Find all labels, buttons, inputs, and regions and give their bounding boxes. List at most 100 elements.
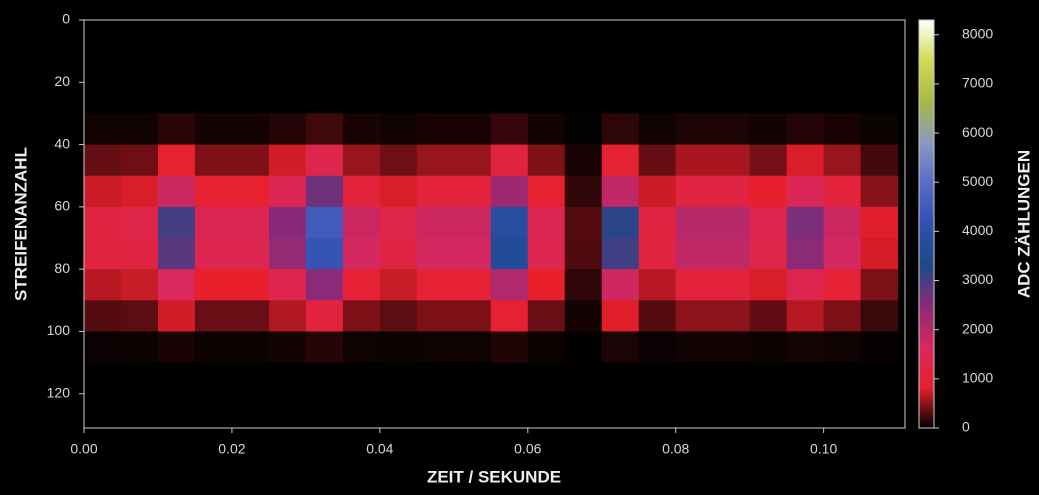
heat-cell: [824, 207, 861, 239]
heat-cell: [121, 207, 158, 239]
heat-cell: [750, 363, 787, 395]
heat-cell: [639, 176, 676, 208]
heat-cell: [824, 176, 861, 208]
heat-cell: [676, 145, 713, 177]
heat-cell: [713, 145, 750, 177]
heat-cell: [158, 363, 195, 395]
heat-cell: [787, 269, 824, 301]
colorbar: [919, 20, 934, 428]
heat-cell: [824, 82, 861, 114]
heat-cell: [380, 51, 417, 83]
heat-cell: [158, 20, 195, 52]
heat-cell: [491, 363, 528, 395]
heat-cell: [491, 145, 528, 177]
heat-cell: [750, 20, 787, 52]
heat-cell: [158, 238, 195, 270]
heat-cell: [269, 394, 306, 426]
heat-cell: [417, 300, 454, 332]
heat-cell: [565, 176, 602, 208]
heat-cell: [565, 145, 602, 177]
heat-cell: [84, 331, 121, 363]
heat-cell: [861, 300, 898, 332]
heat-cell: [861, 238, 898, 270]
heat-cell: [639, 82, 676, 114]
heat-cell: [528, 363, 565, 395]
heat-cell: [676, 394, 713, 426]
heat-cell: [565, 363, 602, 395]
heat-cell: [602, 145, 639, 177]
y-tick-label: 80: [54, 260, 70, 276]
heat-cell: [454, 300, 491, 332]
heat-cell: [787, 20, 824, 52]
heat-cell: [750, 300, 787, 332]
heat-cell: [195, 51, 232, 83]
heat-cell: [602, 238, 639, 270]
heat-cell: [676, 113, 713, 145]
heat-cell: [417, 363, 454, 395]
heat-cell: [195, 145, 232, 177]
heat-cell: [565, 331, 602, 363]
heat-cell: [417, 269, 454, 301]
heat-cell: [121, 363, 158, 395]
heat-cell: [454, 269, 491, 301]
heat-cell: [121, 145, 158, 177]
heat-cell: [713, 269, 750, 301]
heat-cell: [787, 363, 824, 395]
heat-cell: [158, 176, 195, 208]
heat-cell: [306, 394, 343, 426]
heat-cell: [343, 207, 380, 239]
heat-cell: [639, 269, 676, 301]
heat-cell: [824, 238, 861, 270]
y-tick-label: 20: [54, 73, 70, 89]
heat-cell: [861, 269, 898, 301]
heat-cell: [306, 82, 343, 114]
heat-cell: [417, 82, 454, 114]
heat-cell: [195, 269, 232, 301]
heat-cell: [676, 269, 713, 301]
heat-cell: [565, 82, 602, 114]
x-tick-label: 0.02: [218, 441, 245, 457]
heat-cell: [417, 51, 454, 83]
heat-cell: [713, 51, 750, 83]
heat-cell: [380, 145, 417, 177]
heat-cell: [787, 145, 824, 177]
heat-cell: [232, 20, 269, 52]
heat-cell: [750, 51, 787, 83]
heat-cell: [491, 82, 528, 114]
heat-cell: [306, 113, 343, 145]
heat-cell: [602, 51, 639, 83]
heat-cell: [269, 300, 306, 332]
heat-cell: [343, 176, 380, 208]
heat-cell: [232, 82, 269, 114]
heat-cell: [380, 331, 417, 363]
heat-cell: [158, 145, 195, 177]
heat-cell: [750, 113, 787, 145]
heat-cell: [602, 176, 639, 208]
heat-cell: [269, 207, 306, 239]
heat-cell: [528, 113, 565, 145]
heat-cell: [861, 20, 898, 52]
heat-cell: [565, 394, 602, 426]
heat-cell: [676, 300, 713, 332]
heat-cell: [343, 269, 380, 301]
heat-cell: [343, 113, 380, 145]
y-tick-label: 0: [62, 11, 70, 27]
heat-cell: [787, 176, 824, 208]
heat-cell: [528, 20, 565, 52]
heat-cell: [306, 20, 343, 52]
heat-cell: [417, 207, 454, 239]
heat-cell: [121, 82, 158, 114]
heat-cell: [454, 238, 491, 270]
heat-cell: [787, 238, 824, 270]
heat-cell: [713, 394, 750, 426]
heat-cell: [417, 145, 454, 177]
heat-cell: [380, 82, 417, 114]
y-tick-label: 40: [54, 135, 70, 151]
heat-cell: [269, 82, 306, 114]
heat-cell: [84, 51, 121, 83]
heat-cell: [195, 20, 232, 52]
heat-cell: [861, 363, 898, 395]
heat-cell: [565, 20, 602, 52]
heat-cell: [269, 269, 306, 301]
heat-cell: [84, 207, 121, 239]
